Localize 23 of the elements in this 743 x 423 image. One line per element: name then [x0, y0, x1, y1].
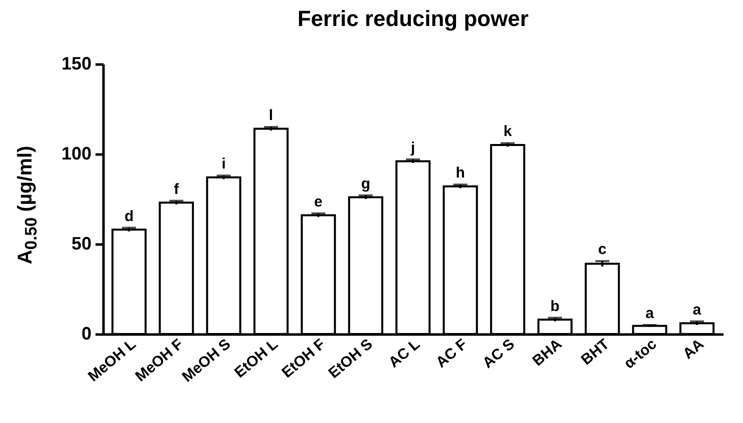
annotation: e	[314, 193, 323, 210]
x-tick-label: BHA	[529, 336, 566, 370]
annotation: g	[361, 175, 370, 192]
annotation: j	[410, 139, 416, 156]
annotation: a	[645, 305, 654, 322]
annotation: a	[692, 301, 702, 318]
x-tick-label: AC F	[432, 336, 471, 372]
x-tick-label: AC L	[386, 336, 424, 372]
annotation: c	[598, 241, 606, 258]
annotation: l	[268, 107, 274, 124]
annotation: d	[124, 208, 134, 225]
y-tick-label: 0	[81, 324, 92, 344]
y-tick-label: 100	[61, 144, 92, 164]
annotation: f	[174, 180, 180, 198]
annotation: i	[222, 156, 226, 173]
annotation: h	[456, 164, 465, 182]
x-tick-label: AC S	[480, 336, 518, 372]
chart-title: Ferric reducing power	[297, 6, 529, 31]
x-tick-label: AA	[680, 336, 708, 363]
y-tick-label: 150	[61, 54, 92, 74]
y-tick-label: 50	[71, 234, 92, 254]
annotation: k	[503, 123, 512, 140]
annotation: b	[550, 298, 560, 315]
